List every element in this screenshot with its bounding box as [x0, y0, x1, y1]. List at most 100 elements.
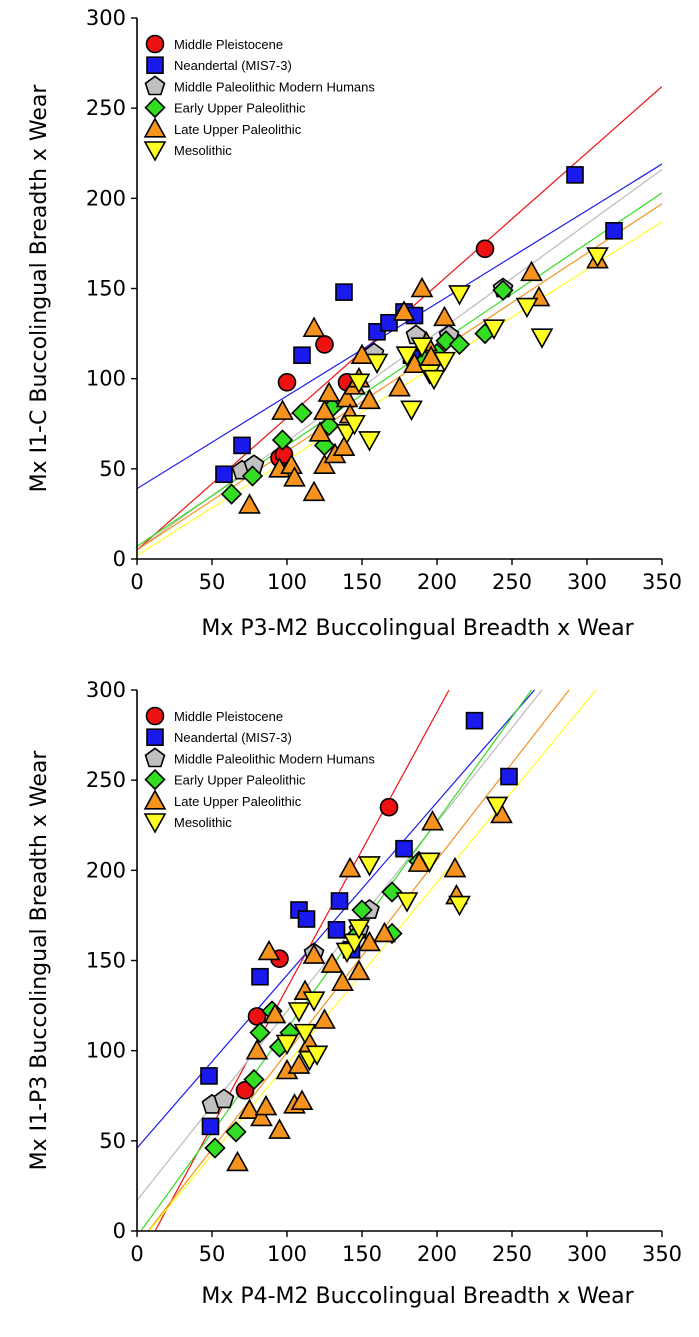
late-upper-paleolithic-point — [421, 809, 444, 831]
late-upper-paleolithic-point — [317, 381, 341, 402]
late-upper-paleolithic-point — [410, 276, 434, 298]
middle-pleistocene-point — [235, 1081, 255, 1100]
y-tick-label: 300 — [86, 678, 126, 702]
x-tick-label: 200 — [417, 570, 457, 594]
neandertal-mis7-3-point — [233, 436, 251, 455]
legend-label-early-upper-paleolithic: Early Upper Paleolithic — [174, 101, 306, 116]
middle-pleistocene-point — [247, 1007, 267, 1026]
x-tick-label: 150 — [342, 570, 382, 594]
legend-label-middle-paleolithic-modern-humans: Middle Paleolithic Modern Humans — [174, 751, 375, 766]
neandertal-mis7-3-point — [297, 910, 316, 928]
mesolithic-point — [530, 328, 554, 349]
x-tick-label: 100 — [267, 1242, 307, 1266]
y-axis-label: Mx I1-C Buccolingual Breadth x Wear — [27, 84, 52, 493]
neandertal-mis7-3-point — [201, 1117, 220, 1136]
mesolithic-point — [515, 297, 539, 319]
y-tick-label: 200 — [86, 858, 126, 882]
neandertal-mis7-3-legend-icon — [146, 728, 164, 747]
middle-pleistocene-point — [379, 797, 399, 817]
late-upper-paleolithic-point — [373, 921, 396, 943]
late-upper-paleolithic-point — [283, 466, 306, 487]
late-upper-paleolithic-point — [271, 399, 294, 420]
middle-paleolithic-modern-humans-legend-icon — [144, 747, 166, 768]
late-upper-paleolithic-point — [403, 352, 426, 374]
late-upper-paleolithic-point — [263, 1002, 287, 1024]
middle-paleolithic-modern-humans-fit-line — [137, 168, 662, 551]
x-tick-label: 0 — [130, 570, 143, 594]
legend: Middle Pleistocene Neandertal (MIS7-3) Mid… — [143, 706, 375, 834]
mesolithic-legend-icon — [143, 813, 167, 834]
late-upper-paleolithic-point — [347, 959, 371, 981]
mesolithic-point — [358, 431, 381, 452]
late-upper-paleolithic-point — [332, 435, 356, 456]
mesolithic-point — [395, 892, 419, 913]
late-upper-paleolithic-point — [320, 952, 344, 973]
early-upper-paleolithic-point — [381, 881, 403, 903]
mesolithic-point — [448, 285, 471, 306]
neandertal-mis7-3-point — [330, 892, 349, 910]
late-upper-paleolithic-point — [358, 388, 381, 410]
x-axis-label: Mx P3-M2 Buccolingual Breadth x Wear — [201, 616, 634, 641]
early-upper-paleolithic-point — [243, 1068, 265, 1091]
x-tick-label: 250 — [492, 1242, 532, 1266]
late-upper-paleolithic-point — [287, 1053, 311, 1074]
neandertal-mis7-3-point — [566, 166, 584, 184]
late-upper-paleolithic-point — [302, 316, 326, 337]
late-upper-paleolithic-point — [433, 305, 456, 327]
late-upper-paleolithic-point — [238, 493, 261, 514]
scatter-chart-bottom: 0 50 100 150 200 250 300 350 0 50 100 150 200 250 300 M… — [27, 678, 682, 1309]
late-upper-paleolithic-legend-icon — [143, 789, 167, 810]
x-tick-label: 250 — [492, 570, 532, 594]
mesolithic-point — [410, 337, 434, 358]
x-tick-label: 0 — [130, 1242, 143, 1266]
late-upper-paleolithic-point — [338, 856, 362, 878]
x-tick-label: 200 — [417, 1242, 457, 1266]
late-upper-paleolithic-point — [268, 1118, 291, 1139]
y-tick-label: 0 — [113, 1219, 126, 1243]
late-upper-paleolithic-legend-icon — [143, 117, 167, 138]
legend-label-middle-paleolithic-modern-humans: Middle Paleolithic Modern Humans — [174, 79, 375, 94]
y-axis-label: Mx I1-P3 Buccolingual Breadth x Wear — [27, 750, 52, 1171]
late-upper-paleolithic-fit-line — [147, 689, 570, 1231]
x-tick-label: 50 — [199, 570, 226, 594]
legend-label-late-upper-paleolithic: Late Upper Paleolithic — [174, 794, 302, 809]
middle-pleistocene-point — [475, 239, 495, 259]
mesolithic-point — [586, 247, 609, 268]
early-upper-paleolithic-point — [492, 279, 514, 301]
mesolithic-point — [365, 353, 389, 375]
mesolithic-point — [422, 369, 446, 391]
late-upper-paleolithic-point — [245, 1039, 269, 1060]
y-tick-label: 250 — [86, 768, 126, 792]
middle-paleolithic-modern-humans-legend-icon — [144, 75, 166, 96]
legend-label-early-upper-paleolithic: Early Upper Paleolithic — [174, 773, 306, 788]
late-upper-paleolithic-point — [302, 480, 326, 502]
mesolithic-point — [448, 895, 471, 917]
mesolithic-point — [305, 1045, 329, 1066]
legend: Middle Pleistocene Neandertal (MIS7-3) Mid… — [143, 34, 375, 162]
y-tick-label: 150 — [86, 949, 126, 973]
middle-pleistocene-point — [277, 372, 297, 392]
mesolithic-point — [485, 796, 509, 818]
y-tick-label: 200 — [86, 186, 126, 210]
y-tick-label: 250 — [86, 96, 126, 120]
neandertal-mis7-3-point — [200, 1067, 218, 1085]
middle-pleistocene-legend-icon — [145, 34, 165, 54]
x-tick-label: 350 — [642, 570, 682, 594]
middle-pleistocene-point — [315, 335, 334, 354]
late-upper-paleolithic-point — [313, 1008, 336, 1029]
legend-label-neandertal-mis7-3: Neandertal (MIS7-3) — [174, 730, 292, 745]
y-tick-label: 50 — [99, 1129, 126, 1153]
late-upper-paleolithic-point — [313, 399, 336, 420]
mesolithic-point — [275, 1034, 299, 1056]
early-upper-paleolithic-point — [204, 1137, 226, 1159]
y-tick-label: 0 — [113, 547, 126, 571]
y-tick-label: 50 — [99, 457, 126, 481]
late-upper-paleolithic-point — [335, 386, 359, 408]
late-upper-paleolithic-point — [250, 1105, 273, 1127]
mesolithic-point — [343, 933, 366, 955]
neandertal-mis7-3-point — [465, 711, 484, 730]
neandertal-mis7-3-legend-icon — [146, 56, 164, 75]
mesolithic-point — [433, 351, 456, 373]
early-upper-paleolithic-legend-icon — [144, 768, 166, 791]
